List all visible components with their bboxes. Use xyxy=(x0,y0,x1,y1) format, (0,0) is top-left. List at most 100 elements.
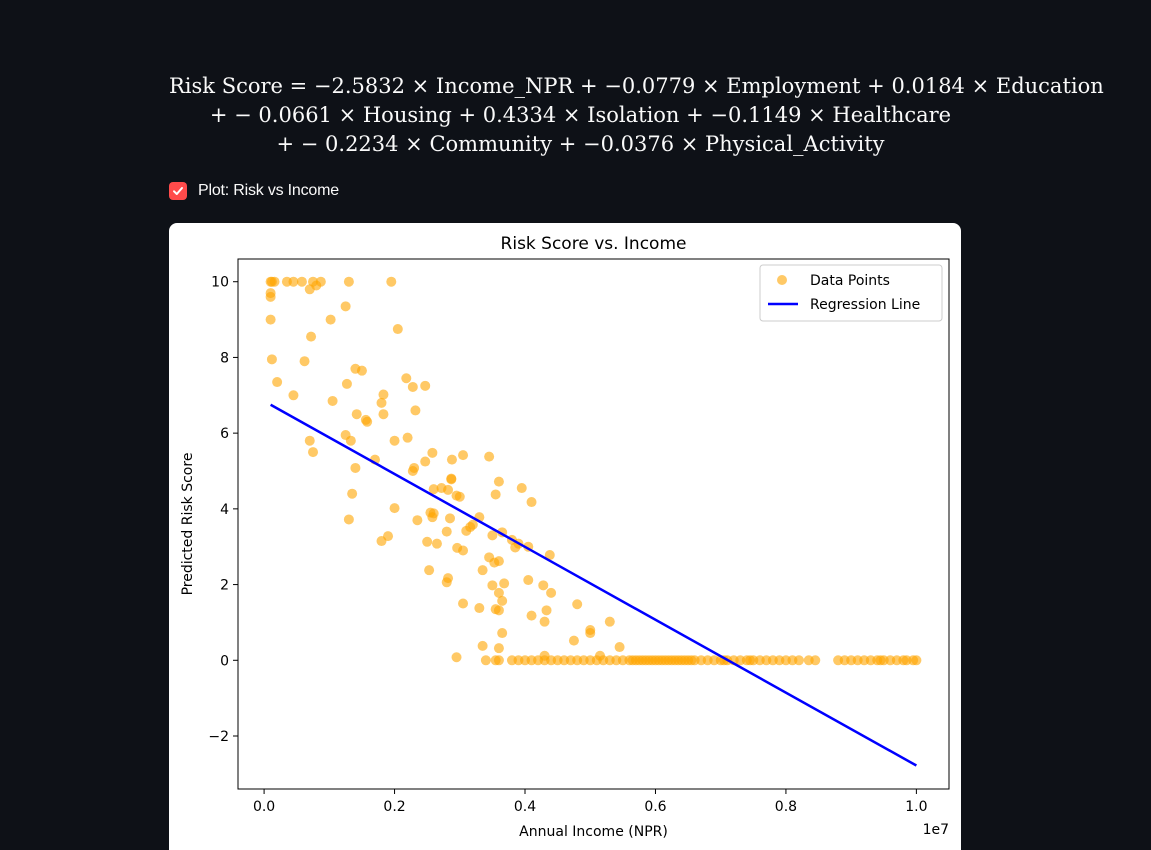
chart-card: Risk Score vs. Income Annual Income (NPR… xyxy=(169,223,961,850)
data-point xyxy=(541,605,552,616)
data-point xyxy=(499,578,510,589)
data-point xyxy=(477,640,488,651)
data-point xyxy=(288,276,299,287)
y-tick-label: 6 xyxy=(220,426,229,442)
data-point xyxy=(493,655,504,666)
plot-frame xyxy=(237,258,950,790)
data-point xyxy=(458,450,469,461)
data-point xyxy=(493,587,504,598)
risk-income-chart: Risk Score vs. Income Annual Income (NPR… xyxy=(180,234,950,840)
x-tick-label: 0.4 xyxy=(514,799,536,815)
data-point xyxy=(350,462,361,473)
data-point xyxy=(526,610,537,621)
checkbox-label: Plot: Risk vs Income xyxy=(198,182,339,199)
data-point xyxy=(443,573,454,584)
y-tick-label: −2 xyxy=(208,729,229,745)
data-point xyxy=(378,389,389,400)
data-point xyxy=(424,565,435,576)
data-point xyxy=(614,642,625,653)
formula-line-1: Risk Score = −2.5832 × Income_NPR + −0.0… xyxy=(169,74,1104,98)
data-point xyxy=(265,291,276,302)
data-point xyxy=(793,655,804,666)
x-axis-label: Annual Income (NPR) xyxy=(519,824,668,840)
data-point xyxy=(308,447,319,458)
data-point xyxy=(526,497,537,508)
data-point xyxy=(484,451,495,462)
data-point xyxy=(351,409,362,420)
data-point xyxy=(266,354,277,365)
data-point xyxy=(443,484,454,495)
chart-title: Risk Score vs. Income xyxy=(501,234,687,254)
data-point xyxy=(441,526,452,537)
data-point xyxy=(431,538,442,549)
data-point xyxy=(585,628,596,639)
y-tick-label: 2 xyxy=(220,578,229,594)
data-point xyxy=(410,405,421,416)
data-point xyxy=(487,530,498,541)
data-point xyxy=(269,276,280,287)
data-point xyxy=(523,575,534,586)
data-point xyxy=(315,276,326,287)
data-point xyxy=(407,381,418,392)
data-point xyxy=(340,301,351,312)
data-point xyxy=(412,515,423,526)
data-point xyxy=(420,380,431,391)
x-tick-label: 0.8 xyxy=(775,799,797,815)
data-point xyxy=(451,652,462,663)
data-point xyxy=(345,435,356,446)
data-point xyxy=(454,491,465,502)
data-point xyxy=(341,378,352,389)
data-point xyxy=(497,595,508,606)
data-point xyxy=(516,483,527,494)
x-tick-label: 0.2 xyxy=(383,799,405,815)
data-point xyxy=(386,276,397,287)
data-point xyxy=(493,643,504,654)
plot-toggle-checkbox[interactable]: Plot: Risk vs Income xyxy=(169,182,339,200)
data-point xyxy=(538,580,549,591)
data-point xyxy=(911,655,922,666)
data-point xyxy=(376,397,387,408)
legend-box xyxy=(759,264,943,322)
data-point xyxy=(409,462,420,473)
data-point xyxy=(446,454,457,465)
data-point xyxy=(452,542,463,553)
regression-line xyxy=(270,403,917,767)
data-point xyxy=(306,331,317,342)
data-point xyxy=(428,508,439,519)
data-point xyxy=(497,628,508,639)
data-point xyxy=(544,550,555,561)
data-point xyxy=(343,276,354,287)
plot-layer: 0.0 0.2 0.4 0.6 0.8 1.0 −2 0 2 4 6 8 10 xyxy=(208,258,950,815)
data-point xyxy=(539,616,550,627)
data-point xyxy=(604,616,615,627)
chart-legend: Data Points Regression Line xyxy=(759,264,943,322)
data-point xyxy=(288,390,299,401)
x-axis-scale-label: 1e7 xyxy=(923,822,949,838)
data-point xyxy=(487,580,498,591)
data-point xyxy=(343,514,354,525)
data-point xyxy=(467,519,478,530)
data-point xyxy=(480,655,491,666)
data-point xyxy=(362,416,373,427)
data-point xyxy=(272,377,283,388)
y-axis-label: Predicted Risk Score xyxy=(180,453,196,596)
formula-line-2: + − 0.0661 × Housing + 0.4334 × Isolatio… xyxy=(209,103,952,127)
data-point xyxy=(568,635,579,646)
data-point xyxy=(490,489,501,500)
checkbox-checked-icon[interactable] xyxy=(169,182,187,200)
data-point xyxy=(458,598,469,609)
data-point xyxy=(304,435,315,446)
data-point xyxy=(389,503,400,514)
data-point xyxy=(265,314,276,325)
y-tick-label: 0 xyxy=(220,653,229,669)
regression-formula: Risk Score = −2.5832 × Income_NPR + −0.0… xyxy=(169,72,1104,159)
formula-line-3: + − 0.2234 × Community + −0.0376 × Physi… xyxy=(276,132,885,156)
data-point xyxy=(428,484,439,495)
data-point xyxy=(420,456,431,467)
data-point xyxy=(493,476,504,487)
data-point xyxy=(474,603,485,614)
x-tick-label: 0.6 xyxy=(644,799,666,815)
data-point xyxy=(383,531,394,542)
data-point xyxy=(378,409,389,420)
